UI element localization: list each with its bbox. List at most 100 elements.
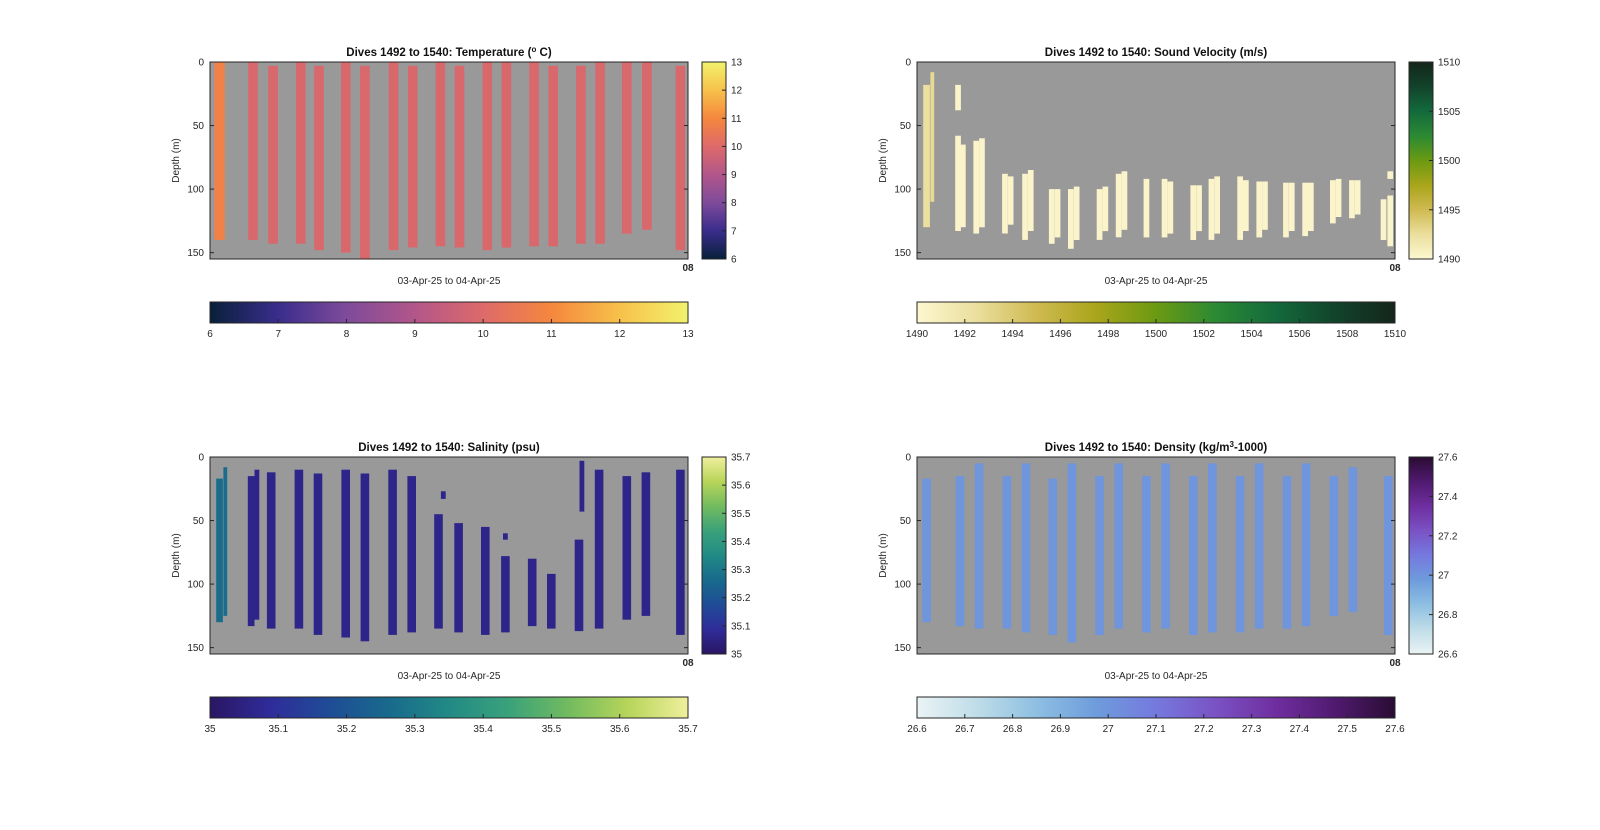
y-tick-label: 0 (905, 453, 911, 464)
profile-bar (1354, 180, 1361, 215)
profile-bar (1190, 185, 1197, 240)
profile-bar (314, 65, 324, 251)
h-colorbar-tick-label: 35.4 (473, 724, 493, 735)
colorbar-tick-label: 35.2 (731, 593, 751, 604)
y-axis-label: Depth (m) (878, 138, 889, 182)
profile-bar (930, 72, 935, 202)
profile-bar (360, 65, 370, 259)
profile-bar (1115, 173, 1122, 238)
profile-bar (223, 467, 228, 616)
y-tick-label: 100 (894, 580, 911, 591)
vertical-colorbar (701, 456, 727, 655)
profile-bar (1095, 476, 1104, 635)
h-colorbar-tick-label: 10 (478, 329, 490, 340)
profile-bar (407, 65, 418, 248)
profile-bar (1384, 476, 1393, 635)
x-axis-label: 03-Apr-25 to 04-Apr-25 (1105, 276, 1208, 287)
profile-bar (1282, 476, 1292, 629)
y-axis-label: Depth (m) (171, 533, 182, 577)
h-colorbar-tick-label: 35 (204, 724, 216, 735)
profile-bar (254, 469, 260, 620)
h-colorbar-tick-label: 1498 (1097, 329, 1120, 340)
profile-bar (527, 558, 537, 627)
profile-bar (360, 473, 370, 642)
colorbar-tick-label: 13 (731, 58, 743, 69)
profile-bar (1048, 478, 1058, 635)
profile-bar (1387, 171, 1394, 179)
panel-3: 0 50 100 150 08 Dives 1492 to 1540: Salinity … (171, 442, 751, 735)
profile-bar (501, 62, 512, 248)
profile-bar (1387, 195, 1394, 247)
h-colorbar-tick-label: 12 (614, 329, 626, 340)
profile-bar (1067, 463, 1077, 643)
profile-bar (923, 84, 930, 228)
profile-bar (1002, 173, 1008, 234)
x-axis-label: 03-Apr-25 to 04-Apr-25 (398, 671, 501, 682)
x-tick-label: 08 (1389, 263, 1401, 274)
h-colorbar-tick-label: 35.3 (405, 724, 425, 735)
profile-bar (1068, 189, 1074, 249)
profile-bar (1143, 178, 1150, 238)
h-colorbar-tick-label: 26.6 (907, 724, 927, 735)
profile-bar (248, 62, 258, 240)
profile-bar (922, 478, 931, 623)
horizontal-colorbar (209, 696, 689, 719)
profile-bar (594, 469, 604, 629)
y-tick-label: 100 (894, 185, 911, 196)
profile-bar (1048, 189, 1055, 244)
y-tick-label: 100 (187, 185, 204, 196)
colorbar-tick-label: 12 (731, 86, 743, 97)
profile-bar (388, 469, 397, 635)
profile-bar (1096, 189, 1103, 240)
profile-bar (1167, 181, 1174, 234)
chart-title-end: -1000) (1234, 442, 1267, 454)
profile-bar (1102, 186, 1109, 232)
profile-bar (1022, 173, 1028, 240)
h-colorbar-tick-label: 35.5 (542, 724, 562, 735)
colorbar-tick-label: 9 (731, 170, 737, 181)
y-tick-label: 50 (193, 121, 205, 132)
chart-title-superscript: 3 (1230, 440, 1235, 449)
chart-title-end: C) (536, 47, 552, 59)
profile-bar (676, 469, 685, 635)
profile-bar (388, 62, 399, 251)
profile-bar (1073, 186, 1080, 240)
profile-bar (341, 469, 350, 638)
h-colorbar-tick-label: 26.9 (1051, 724, 1071, 735)
h-colorbar-tick-label: 27.2 (1194, 724, 1214, 735)
chart-title-main: Dives 1492 to 1540: Density (kg/m (1045, 442, 1230, 454)
profile-bar (454, 65, 465, 248)
profile-bar (576, 65, 586, 244)
profile-bar (1027, 170, 1034, 231)
vertical-colorbar (1408, 456, 1434, 655)
profile-bar (294, 469, 304, 629)
profile-bar (1208, 178, 1215, 240)
colorbar-tick-label: 1500 (1438, 156, 1461, 167)
profile-bar (1196, 185, 1202, 232)
x-axis-label: 03-Apr-25 to 04-Apr-25 (398, 276, 501, 287)
profile-bar (216, 478, 223, 623)
profile-bar (595, 62, 605, 244)
h-colorbar-tick-label: 9 (412, 329, 418, 340)
profile-bar (296, 62, 306, 244)
chart-title-main: Dives 1492 to 1540: Salinity (psu) (358, 442, 540, 454)
profile-bar (955, 84, 961, 111)
profile-bar (1349, 180, 1355, 219)
colorbar-tick-label: 27.4 (1438, 492, 1458, 503)
colorbar-tick-label: 26.8 (1438, 610, 1458, 621)
chart-title: Dives 1492 to 1540: Sound Velocity (m/s) (1045, 47, 1268, 59)
h-colorbar-tick-label: 27.4 (1290, 724, 1310, 735)
colorbar-tick-label: 35.5 (731, 509, 751, 520)
profile-bar (1161, 463, 1170, 629)
profile-bar (266, 472, 276, 629)
profile-bar (1302, 182, 1308, 237)
h-colorbar-tick-label: 1502 (1193, 329, 1216, 340)
chart-title-main: Dives 1492 to 1540: Temperature ( (346, 47, 531, 59)
chart-title: Dives 1492 to 1540: Salinity (psu) (358, 442, 540, 454)
profile-bar (1142, 476, 1151, 633)
profile-bar (974, 463, 984, 629)
profile-bar (622, 62, 632, 234)
colorbar-tick-label: 27 (1438, 571, 1450, 582)
plot-area (917, 62, 1395, 259)
